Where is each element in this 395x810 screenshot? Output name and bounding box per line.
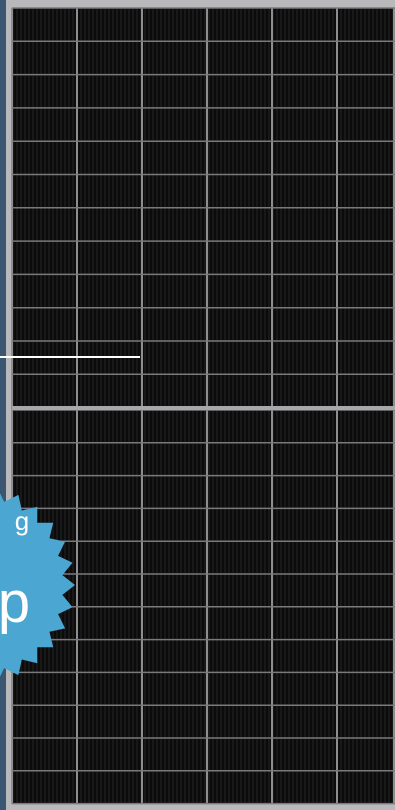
badge-text-top: g: [15, 506, 29, 536]
cell-grid: [11, 7, 395, 805]
badge-text-main: p: [0, 570, 30, 635]
badge: [0, 493, 75, 677]
